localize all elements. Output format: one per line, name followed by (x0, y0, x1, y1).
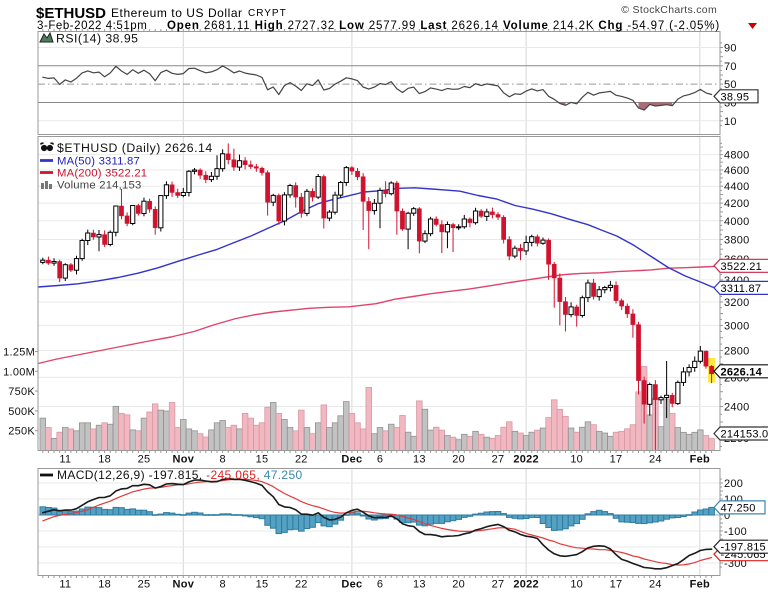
svg-text:3800: 3800 (724, 234, 749, 246)
svg-text:13: 13 (413, 579, 426, 591)
svg-text:10: 10 (570, 454, 583, 466)
svg-text:3000: 3000 (724, 320, 749, 332)
svg-text:17: 17 (610, 454, 623, 466)
svg-text:1.00M: 1.00M (3, 366, 35, 378)
svg-text:Feb: Feb (690, 454, 710, 466)
svg-text:-100: -100 (724, 526, 747, 538)
svg-text:2400: 2400 (724, 402, 749, 414)
svg-text:750K: 750K (8, 386, 35, 398)
svg-text:200: 200 (724, 478, 743, 490)
svg-text:3200: 3200 (724, 297, 749, 309)
svg-text:13: 13 (413, 454, 426, 466)
svg-text:11: 11 (59, 579, 71, 591)
svg-text:-197.815: -197.815 (721, 542, 766, 554)
svg-text:2626.14: 2626.14 (721, 366, 763, 378)
svg-text:22: 22 (295, 579, 308, 591)
svg-text:RSI(14) 38.95: RSI(14) 38.95 (56, 32, 138, 46)
svg-text:Open 2681.11 High 2727.32 Low: Open 2681.11 High 2727.32 Low 2577.99 La… (167, 20, 720, 32)
svg-text:10: 10 (570, 579, 583, 591)
svg-text:20: 20 (452, 454, 465, 466)
svg-text:3311.87: 3311.87 (721, 283, 762, 295)
svg-text:2800: 2800 (724, 345, 749, 357)
svg-text:$ETHUSD (Daily) 2626.14: $ETHUSD (Daily) 2626.14 (57, 141, 213, 155)
svg-text:Nov: Nov (173, 579, 195, 591)
svg-text:27: 27 (492, 454, 505, 466)
svg-text:10: 10 (724, 116, 737, 128)
svg-text:214153.0: 214153.0 (721, 429, 768, 441)
svg-text:CRYPT: CRYPT (248, 8, 287, 19)
svg-text:4000: 4000 (724, 216, 749, 228)
svg-text:25: 25 (138, 579, 151, 591)
svg-text:25: 25 (138, 454, 151, 466)
svg-text:4400: 4400 (724, 181, 749, 193)
svg-text:6: 6 (377, 454, 383, 466)
svg-text:18: 18 (98, 454, 111, 466)
svg-text:MA(50) 3311.87: MA(50) 3311.87 (57, 156, 140, 168)
svg-text:11: 11 (59, 454, 71, 466)
svg-text:2022: 2022 (513, 579, 538, 591)
svg-text:22: 22 (295, 454, 308, 466)
svg-text:24: 24 (649, 454, 662, 466)
svg-text:MACD(12,26,9) -197.815, -245.0: MACD(12,26,9) -197.815, -245.065, 47.250 (57, 468, 303, 482)
svg-text:27: 27 (492, 579, 505, 591)
svg-text:© StockCharts.com: © StockCharts.com (621, 4, 717, 16)
svg-text:Dec: Dec (341, 579, 362, 591)
svg-text:Nov: Nov (173, 454, 195, 466)
svg-text:70: 70 (724, 61, 737, 73)
svg-text:6: 6 (377, 579, 383, 591)
svg-text:15: 15 (256, 454, 269, 466)
svg-text:17: 17 (610, 579, 623, 591)
svg-text:8: 8 (219, 454, 225, 466)
svg-text:8: 8 (219, 579, 225, 591)
svg-text:4200: 4200 (724, 198, 749, 210)
svg-text:4600: 4600 (724, 165, 749, 177)
svg-text:MA(200) 3522.21: MA(200) 3522.21 (57, 168, 147, 180)
svg-text:15: 15 (256, 579, 269, 591)
svg-text:3-Feb-2022 4:51pm: 3-Feb-2022 4:51pm (37, 20, 147, 32)
svg-text:1.25M: 1.25M (3, 347, 35, 359)
svg-text:20: 20 (452, 579, 465, 591)
svg-text:47.250: 47.250 (721, 502, 756, 514)
svg-text:Volume 214,153: Volume 214,153 (57, 180, 141, 192)
svg-text:3522.21: 3522.21 (721, 261, 763, 273)
svg-text:Feb: Feb (690, 579, 710, 591)
svg-text:Ethereum to US Dollar: Ethereum to US Dollar (111, 6, 243, 20)
svg-text:90: 90 (724, 43, 737, 55)
svg-text:500K: 500K (8, 406, 35, 418)
svg-text:2022: 2022 (513, 454, 538, 466)
svg-text:Dec: Dec (341, 454, 362, 466)
svg-text:24: 24 (649, 579, 662, 591)
svg-text:38.95: 38.95 (721, 91, 750, 103)
svg-text:18: 18 (98, 579, 111, 591)
svg-text:4800: 4800 (724, 150, 749, 162)
svg-text:250K: 250K (8, 426, 35, 438)
